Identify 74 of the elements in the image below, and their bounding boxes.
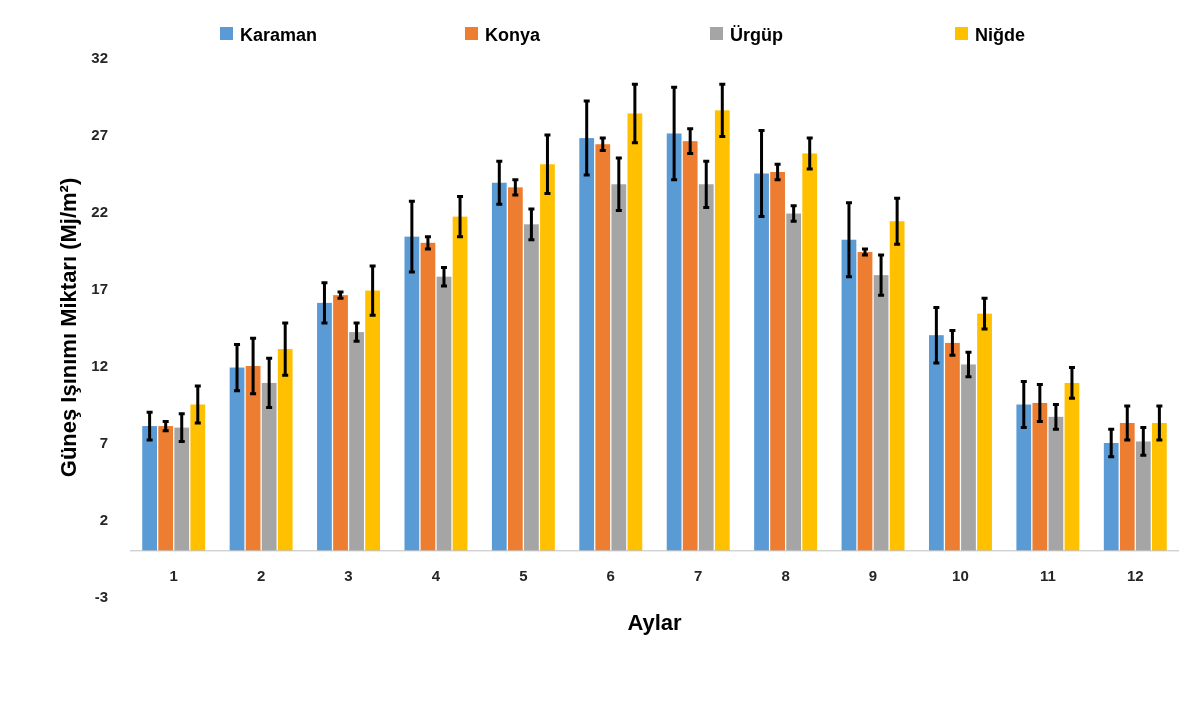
- bar: [245, 366, 261, 551]
- bar: [873, 275, 889, 551]
- bar: [928, 335, 944, 551]
- bar: [190, 404, 206, 551]
- bar: [889, 221, 905, 551]
- bar: [1048, 416, 1064, 551]
- x-tick-label: 12: [1126, 566, 1144, 584]
- x-tick-label: 9: [868, 566, 878, 584]
- bar: [436, 276, 452, 551]
- bar: [611, 184, 627, 551]
- bar: [317, 302, 332, 551]
- x-tick-label: 10: [952, 566, 969, 584]
- bar: [754, 173, 769, 551]
- bar: [1103, 443, 1119, 551]
- bar: [491, 182, 507, 551]
- bar: [349, 332, 364, 551]
- bar: [1032, 402, 1048, 551]
- bar: [595, 144, 611, 551]
- bar: [158, 426, 174, 551]
- y-tick-label: 22: [91, 203, 108, 221]
- bar: [277, 349, 293, 551]
- bar: [1064, 382, 1080, 551]
- bar: [174, 427, 190, 551]
- legend-label: Konya: [485, 25, 541, 46]
- x-tick-label: 6: [606, 566, 615, 584]
- bar: [365, 290, 381, 551]
- y-tick-label: 27: [91, 126, 108, 144]
- legend-label: Niğde: [975, 25, 1026, 46]
- x-tick-label: 3: [344, 566, 353, 584]
- bar: [841, 239, 857, 551]
- bar: [666, 133, 682, 551]
- bar: [786, 213, 802, 551]
- bar: [1016, 404, 1032, 551]
- x-tick-label: 5: [519, 566, 528, 584]
- bar: [524, 224, 539, 551]
- legend-label: Ürgüp: [730, 25, 783, 46]
- bar: [977, 313, 992, 551]
- y-tick-label: 17: [91, 280, 108, 298]
- bar: [857, 252, 873, 551]
- bar: [802, 153, 818, 551]
- bar: [627, 113, 643, 551]
- bar: [961, 364, 976, 551]
- bar: [333, 295, 348, 551]
- bar: [404, 236, 420, 551]
- y-tick-label: 7: [99, 434, 108, 452]
- bar: [452, 216, 468, 551]
- y-tick-label: 32: [91, 49, 108, 67]
- x-axis-title: Aylar: [627, 610, 683, 635]
- x-tick-label: 7: [694, 566, 703, 584]
- y-tick-label: 2: [99, 511, 108, 529]
- x-tick-label: 8: [781, 566, 790, 584]
- bar: [714, 110, 730, 551]
- bar: [945, 342, 960, 551]
- bar: [682, 141, 698, 551]
- bar: [540, 164, 555, 551]
- bar: [770, 171, 785, 551]
- x-tick-label: 11: [1039, 566, 1056, 584]
- y-tick-label: -3: [94, 588, 108, 606]
- bar: [698, 184, 714, 551]
- x-tick-label: 2: [256, 566, 266, 584]
- x-tick-label: 1: [169, 566, 178, 584]
- x-tick-label: 4: [431, 566, 441, 584]
- bar: [579, 138, 595, 551]
- bar: [1135, 441, 1151, 551]
- bar: [229, 367, 245, 551]
- bar: [1151, 422, 1167, 551]
- bar: [1119, 422, 1135, 551]
- bar: [261, 382, 277, 551]
- y-tick-label: 12: [91, 357, 108, 375]
- y-axis-title: Güneş Işınımı Miktarı (Mj/m²): [56, 177, 81, 478]
- legend-label: Karaman: [240, 25, 318, 46]
- bar: [420, 242, 436, 551]
- bar: [142, 426, 158, 551]
- bar: [507, 187, 523, 551]
